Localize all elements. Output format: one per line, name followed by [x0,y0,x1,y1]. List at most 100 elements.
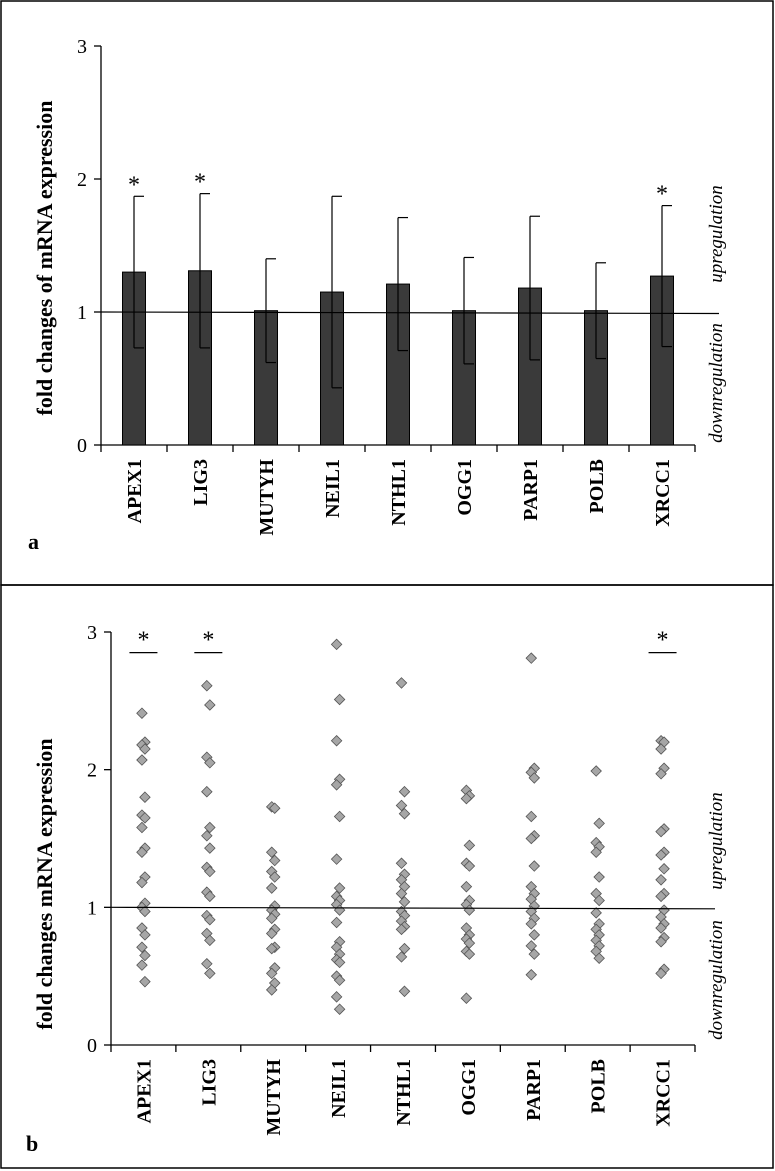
panel-b-data-point [333,974,346,987]
panel-a-reference-line [100,311,720,315]
panel-b-data-point [528,929,541,941]
panel-b-data-point [330,638,343,651]
panel-b-data-point [528,860,541,872]
panel-a-category-label: NTHL1 [388,459,410,526]
panel-b-y-tick-label: 1 [87,897,97,919]
panel-b-data-point [139,812,151,824]
panel-b-data-point [139,975,151,988]
panel-b-data-point [268,871,281,883]
panel-b-frame [0,584,774,1169]
panel-b-data-point [398,896,411,908]
panel-b-significance-marker: * [202,628,214,654]
panel-b-data-point [139,791,151,803]
panel-a-y-tick-label: 0 [77,435,87,457]
panel-b-data-point [265,846,278,859]
panel-a-category-label: POLB [586,459,608,513]
panel-a-y-axis-label: fold changes of mRNA expression [32,101,57,416]
panel-a-category-label: OGG1 [454,459,476,516]
panel-b-data-point [204,934,216,947]
panel-b-data-point [204,913,216,926]
panel-b-data-point [204,967,216,980]
panel-b-data-point [398,807,411,820]
panel-b-data-point [395,857,408,870]
panel-b-data-point [525,969,538,981]
panel-b-data-point [395,799,408,812]
panel-b-data-point [333,882,346,894]
panel-b-data-point [333,956,346,969]
panel-b-data-point [528,772,541,784]
panel-a-significance-marker: * [128,172,140,198]
panel-b-data-point [265,912,278,925]
panel-b-data-point [204,757,216,769]
panel-b-category-label: NEIL1 [328,1059,350,1118]
panel-b-data-point [333,810,346,823]
panel-b-data-point [463,937,476,949]
panel-b-data-point [136,846,148,859]
panel-a-letter: a [28,529,39,554]
panel-b-letter: b [26,1131,38,1156]
panel-b-data-point [330,991,343,1003]
panel-b-data-point [330,853,343,865]
panel-b-y-tick-label: 3 [87,622,97,644]
panel-b-data-point [460,880,473,893]
panel-a-significance-marker: * [656,182,668,208]
panel-a-y-tick-label: 1 [77,302,87,324]
panel-a-chart: fold changes of mRNA expression upregula… [28,36,727,554]
panel-b-data-point [398,785,411,798]
panel-a-significance-marker: * [194,170,206,196]
panel-b-category-label: OGG1 [458,1059,480,1116]
panel-b-data-point [655,935,667,948]
panel-b-data-point [201,829,213,842]
panel-b-data-point [398,985,411,998]
panel-a-category-label: LIG3 [190,459,212,506]
panel-b-data-point [204,699,216,711]
panel-b-data-point [395,677,408,689]
panel-b-data-point [268,854,281,867]
panel-b-data-point [268,802,281,814]
panel-b-data-point [136,959,148,971]
panel-b-category-label: APEX1 [133,1059,155,1123]
panel-b-significance-marker: * [657,628,669,654]
panel-b-data-point [201,785,213,798]
panel-b-category-label: MUTYH [263,1059,285,1136]
panel-b-downregulation-label: downregulation [706,920,727,1040]
panel-b-data-point [658,863,670,875]
panel-b-data-point [593,894,605,907]
panel-b-data-point [525,918,538,930]
panel-b-data-point [136,707,148,719]
panel-b-data-point [333,693,346,706]
panel-b-category-label: LIG3 [198,1059,220,1106]
panel-b-category-label: XRCC1 [653,1059,675,1127]
panel-b-data-point [136,941,148,954]
panel-b-data-point [333,1003,346,1015]
panel-b-data-point [463,860,476,872]
panel-b-data-point [590,846,602,859]
panel-b-category-label: NTHL1 [393,1059,415,1126]
panel-b-data-point [463,948,476,960]
panel-b-data-point [655,743,667,755]
panel-b-data-point [395,887,408,900]
panel-b-reference-line [110,906,716,910]
panel-b-data-point [136,876,148,889]
panel-a-y-tick-label: 3 [77,36,87,58]
panel-b-category-label: PARP1 [523,1059,545,1121]
panel-b-data-point [265,967,278,980]
panel-b-y-tick-label: 0 [87,1035,97,1057]
panel-a-category-label: XRCC1 [652,459,674,527]
panel-b-data-point [460,992,473,1004]
panel-b-data-point [265,984,278,996]
panel-b-data-point [136,754,148,766]
panel-b-category-label: POLB [588,1059,610,1113]
panel-b-data-point [330,916,343,929]
panel-b-data-point [204,865,216,878]
panel-b-data-point [139,949,151,962]
panel-b-data-point [655,768,667,780]
panel-b-data-point [139,929,151,941]
panel-b-data-point [525,810,538,823]
panel-b-data-point [593,817,605,830]
panel-b-data-point [528,948,541,960]
panel-b-data-point [330,734,343,747]
panel-b-data-point [201,679,213,692]
panel-b-data-point [525,832,538,845]
